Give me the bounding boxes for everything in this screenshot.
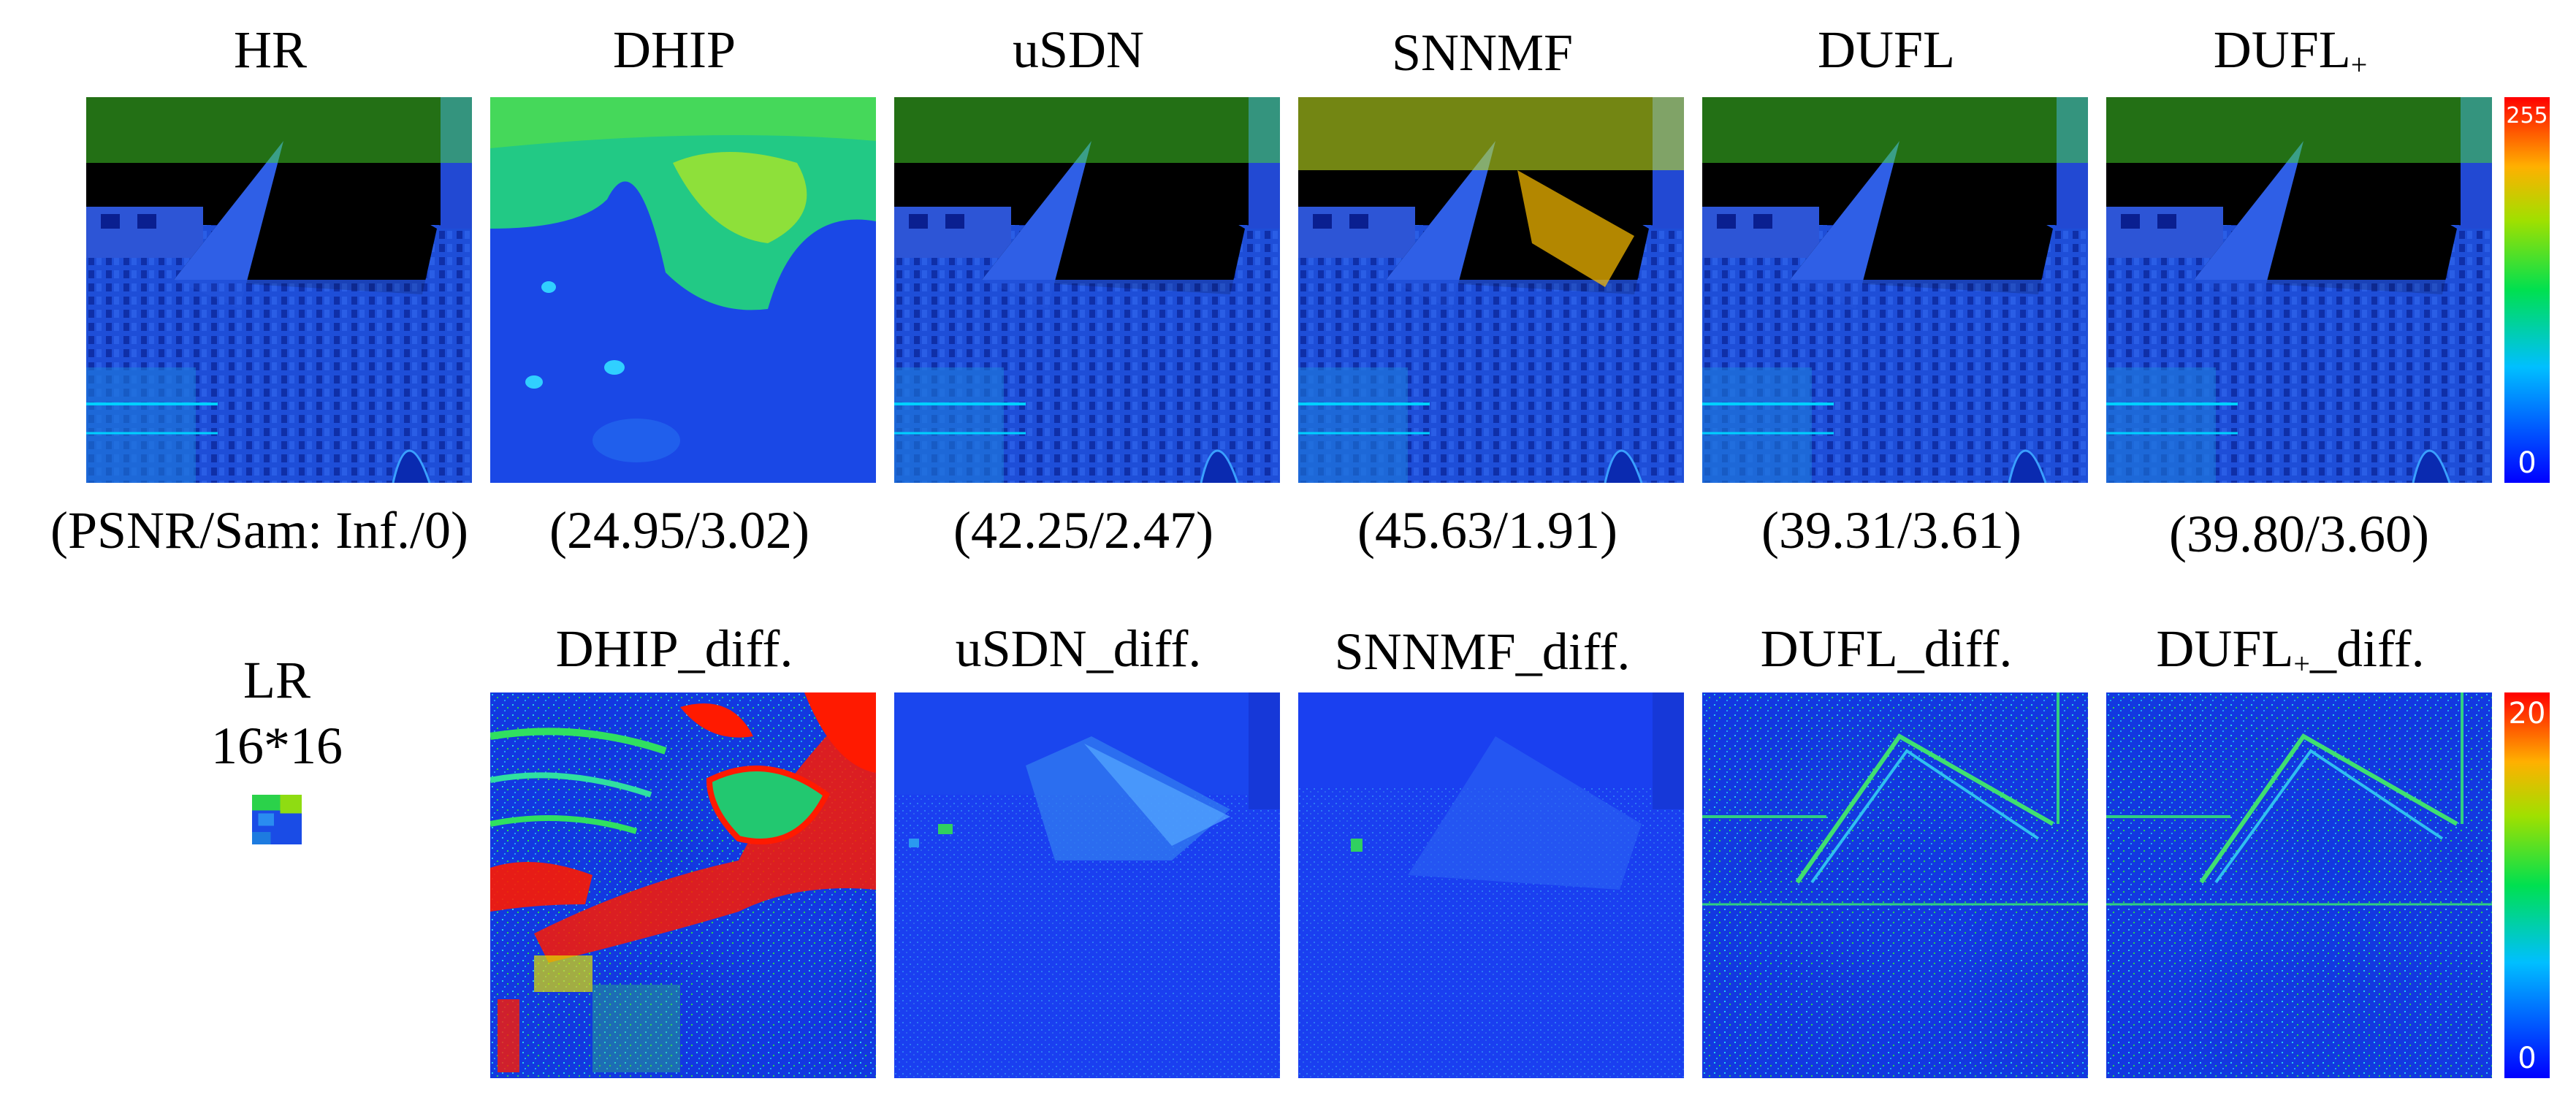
- hr-image: .t1 .sky{fill:#22d24a}.t1 .roof{fill:#8f…: [86, 97, 472, 483]
- dufl-plus-diff-image: [2106, 692, 2492, 1078]
- title-dufl-plus-diff-sub: +: [2293, 647, 2310, 680]
- colorbar-top: 255 0: [2504, 97, 2550, 483]
- metric-usdn: (42.25/2.47): [953, 501, 1213, 560]
- title-dufl-diff: DUFL_diff.: [1760, 619, 2013, 678]
- dufl-plus-image: .t6 .sky{fill:#22d24a}.t6 .roof{fill:#8f…: [2106, 97, 2492, 483]
- lr-size: 16*16: [211, 717, 343, 775]
- snnmf-image: .t4 .sky{fill:#a8d820}.t4 .roof{fill:#ff…: [1298, 97, 1684, 483]
- colorbar-top-min: 0: [2518, 446, 2537, 480]
- dufl-diff-image: [1702, 692, 2088, 1078]
- usdn-diff-image: [894, 692, 1280, 1078]
- snnmf-diff-image: [1298, 692, 1684, 1078]
- metric-dhip: (24.95/3.02): [549, 501, 809, 560]
- colorbar-bottom-min: 0: [2518, 1042, 2537, 1075]
- dufl-image: .t5 .sky{fill:#22d24a}.t5 .roof{fill:#8f…: [1702, 97, 2088, 483]
- title-usdn: uSDN: [1012, 20, 1145, 79]
- title-dufl-plus-diff-suffix: _diff.: [2309, 619, 2425, 678]
- title-dufl-plus-diff-text: DUFL: [2156, 619, 2294, 678]
- title-dufl-plus: DUFL+: [2093, 23, 2488, 80]
- title-dufl-plus-text: DUFL: [2213, 20, 2351, 79]
- colorbar-bottom-max: 20: [2508, 697, 2546, 730]
- colorbar-bottom: 20 0: [2504, 692, 2550, 1078]
- title-dhip: DHIP: [612, 20, 736, 79]
- title-hr: HR: [233, 20, 308, 79]
- title-dufl: DUFL: [1817, 20, 1955, 79]
- metric-dufl-plus: (39.80/3.60): [2169, 505, 2429, 563]
- dhip-image: [490, 97, 876, 483]
- lr-label: LR: [243, 651, 310, 709]
- title-snnmf: SNNMF: [1391, 23, 1574, 82]
- title-snnmf-diff: SNNMF_diff.: [1334, 622, 1631, 681]
- lr-thumbnail: [252, 795, 302, 844]
- colorbar-top-max: 255: [2506, 103, 2548, 129]
- title-dufl-plus-diff: DUFL+_diff.: [2093, 622, 2488, 679]
- metric-dufl: (39.31/3.61): [1761, 501, 2021, 560]
- metric-hr: (PSNR/Sam: Inf./0): [50, 501, 469, 560]
- title-dufl-plus-sub: +: [2350, 48, 2368, 81]
- dhip-diff-image: [490, 692, 876, 1078]
- metric-snnmf: (45.63/1.91): [1357, 501, 1617, 560]
- usdn-image: .t3 .sky{fill:#22d24a}.t3 .roof{fill:#8f…: [894, 97, 1280, 483]
- title-usdn-diff: uSDN_diff.: [955, 619, 1202, 678]
- title-dhip-diff: DHIP_diff.: [555, 619, 793, 678]
